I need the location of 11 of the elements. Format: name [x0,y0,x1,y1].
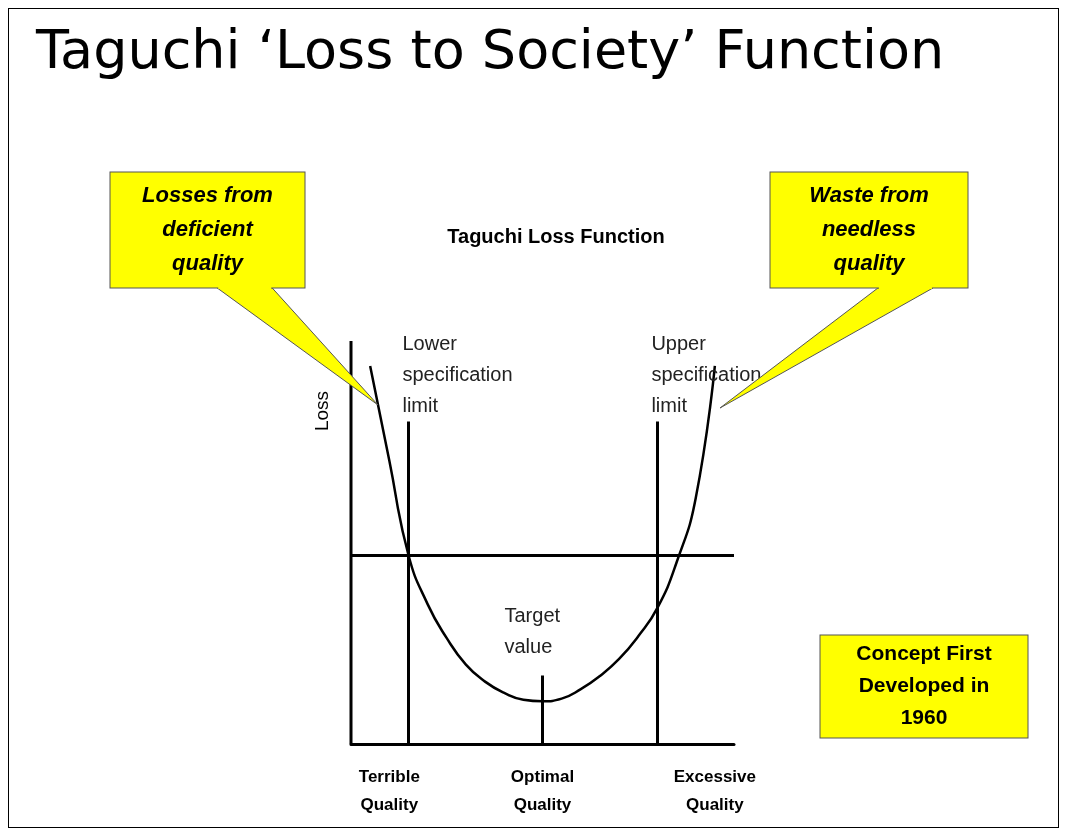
text: Losses from deficient quality [142,181,273,275]
annotation: Target value [504,603,561,657]
text: Concept First Developed in 1960 [856,641,992,729]
annotation: Lower specification limit [402,331,513,416]
x-tick-label: Terrible Quality [358,766,420,814]
chart-title: Taguchi ‘Loss to Society’ Function [35,17,945,81]
x-tick-label: Optimal Quality [510,766,575,814]
text: Waste from needless quality [809,181,929,275]
chart-subtitle: Taguchi Loss Function [447,225,665,247]
y-axis-title: Loss [310,390,332,432]
x-tick-label: Excessive Quality [673,766,756,814]
